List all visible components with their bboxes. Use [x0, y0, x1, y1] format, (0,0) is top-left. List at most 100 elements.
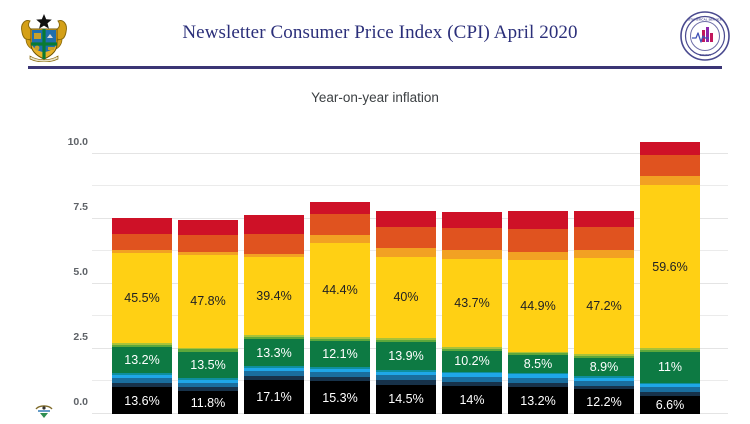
bar-segment-segment-crimson[interactable]: [244, 214, 304, 234]
bar-segment-segment-light-blue[interactable]: [178, 379, 238, 383]
bar-segment-segment-teal[interactable]: [376, 370, 436, 372]
bar-segment-segment-light-blue[interactable]: [640, 384, 700, 388]
bar-segment-food-and-non-alcoholic-beverages[interactable]: 12.2%: [574, 389, 634, 414]
bar-segment-segment-steel-blue[interactable]: [508, 377, 568, 384]
bar-segment-food-and-non-alcoholic-beverages[interactable]: 6.6%: [640, 395, 700, 414]
bar-segment-housing-water-electricity-gas[interactable]: 8.5%: [508, 355, 568, 373]
bar-segment-segment-orange[interactable]: [376, 227, 436, 249]
bar-segment-housing-water-electricity-gas[interactable]: 13.9%: [376, 341, 436, 371]
bar-segment-transport[interactable]: 44.4%: [310, 243, 370, 338]
bar-segment-segment-olive[interactable]: [442, 347, 502, 349]
bar-segment-segment-teal[interactable]: [310, 366, 370, 369]
bar-segment-segment-olive[interactable]: [640, 348, 700, 351]
bar-segment-transport[interactable]: 43.7%: [442, 258, 502, 348]
bar-segment-segment-navy[interactable]: [310, 377, 370, 382]
bar-segment-segment-orange[interactable]: [640, 155, 700, 177]
bar-segment-segment-navy[interactable]: [640, 392, 700, 396]
stacked-bar[interactable]: 15.3% 12.1% 44.4%: [310, 201, 370, 414]
bar-segment-segment-amber[interactable]: [508, 251, 568, 261]
bar-segment-housing-water-electricity-gas[interactable]: 13.2%: [112, 346, 172, 373]
bar-segment-segment-navy[interactable]: [178, 387, 238, 392]
bar-segment-segment-light-green[interactable]: [310, 339, 370, 342]
bar-segment-segment-steel-blue[interactable]: [376, 375, 436, 381]
bar-segment-segment-navy[interactable]: [442, 381, 502, 386]
bar-segment-transport[interactable]: 45.5%: [112, 253, 172, 343]
bar-segment-segment-light-blue[interactable]: [574, 377, 634, 381]
bar-segment-food-and-non-alcoholic-beverages[interactable]: 11.8%: [178, 391, 238, 414]
bar-segment-segment-navy[interactable]: [244, 376, 304, 380]
bar-segment-housing-water-electricity-gas[interactable]: 11%: [640, 352, 700, 383]
bar-segment-segment-light-green[interactable]: [508, 353, 568, 356]
bar-segment-segment-steel-blue[interactable]: [310, 372, 370, 378]
bar-segment-food-and-non-alcoholic-beverages[interactable]: 17.1%: [244, 379, 304, 414]
bar-segment-segment-light-blue[interactable]: [376, 371, 436, 376]
bar-segment-segment-navy[interactable]: [574, 385, 634, 390]
stacked-bar[interactable]: 17.1% 13.3% 39.4%: [244, 214, 304, 414]
stacked-bar[interactable]: 11.8% 13.5% 47.8%: [178, 220, 238, 414]
bar-segment-housing-water-electricity-gas[interactable]: 8.9%: [574, 358, 634, 377]
bar-segment-segment-amber[interactable]: [178, 251, 238, 255]
bar-segment-segment-light-green[interactable]: [376, 339, 436, 342]
bar-segment-segment-crimson[interactable]: [574, 211, 634, 228]
bar-segment-segment-orange[interactable]: [442, 228, 502, 251]
bar-segment-segment-steel-blue[interactable]: [442, 376, 502, 382]
bar-segment-transport[interactable]: 47.8%: [178, 254, 238, 348]
bar-segment-segment-amber[interactable]: [244, 253, 304, 258]
stacked-bar[interactable]: 13.2% 8.5% 44.9%: [508, 211, 568, 414]
stacked-bar[interactable]: 13.6% 13.2% 45.5%: [112, 217, 172, 414]
bar-segment-segment-navy[interactable]: [112, 383, 172, 388]
bar-segment-segment-light-blue[interactable]: [442, 373, 502, 377]
bar-segment-segment-light-green[interactable]: [178, 349, 238, 352]
bar-segment-segment-navy[interactable]: [376, 380, 436, 385]
bar-segment-transport[interactable]: 59.6%: [640, 184, 700, 349]
bar-segment-segment-light-blue[interactable]: [508, 374, 568, 378]
stacked-bar[interactable]: 14.5% 13.9% 40%: [376, 211, 436, 414]
bar-segment-housing-water-electricity-gas[interactable]: 13.3%: [244, 339, 304, 366]
bar-segment-housing-water-electricity-gas[interactable]: 13.5%: [178, 351, 238, 378]
bar-segment-segment-light-green[interactable]: [574, 356, 634, 359]
bar-segment-segment-teal[interactable]: [442, 371, 502, 374]
bar-segment-segment-olive[interactable]: [178, 347, 238, 350]
bar-segment-segment-olive[interactable]: [310, 337, 370, 340]
bar-segment-transport[interactable]: 40%: [376, 256, 436, 339]
bar-segment-segment-light-green[interactable]: [244, 337, 304, 340]
bar-segment-segment-steel-blue[interactable]: [574, 380, 634, 386]
bar-segment-segment-navy[interactable]: [508, 383, 568, 388]
bar-segment-housing-water-electricity-gas[interactable]: 10.2%: [442, 351, 502, 372]
bar-segment-food-and-non-alcoholic-beverages[interactable]: 13.2%: [508, 387, 568, 414]
bar-segment-segment-crimson[interactable]: [508, 211, 568, 230]
bar-segment-segment-orange[interactable]: [178, 234, 238, 252]
bar-segment-segment-steel-blue[interactable]: [640, 387, 700, 393]
bar-segment-segment-crimson[interactable]: [442, 212, 502, 229]
bar-segment-segment-light-blue[interactable]: [112, 374, 172, 379]
bar-segment-segment-orange[interactable]: [244, 233, 304, 254]
bar-segment-segment-teal[interactable]: [640, 382, 700, 385]
bar-segment-segment-light-green[interactable]: [640, 350, 700, 353]
stacked-bar[interactable]: 14% 10.2% 43.7%: [442, 212, 502, 414]
bar-segment-food-and-non-alcoholic-beverages[interactable]: 13.6%: [112, 387, 172, 414]
bar-segment-segment-crimson[interactable]: [640, 142, 700, 156]
bar-segment-segment-olive[interactable]: [508, 351, 568, 354]
bar-segment-segment-orange[interactable]: [574, 227, 634, 250]
bar-segment-segment-light-green[interactable]: [112, 344, 172, 347]
bar-segment-segment-amber[interactable]: [376, 248, 436, 257]
bar-segment-segment-amber[interactable]: [640, 176, 700, 185]
bar-segment-segment-teal[interactable]: [244, 365, 304, 368]
bar-segment-food-and-non-alcoholic-beverages[interactable]: 15.3%: [310, 381, 370, 414]
bar-segment-transport[interactable]: 44.9%: [508, 260, 568, 352]
bar-segment-housing-water-electricity-gas[interactable]: 12.1%: [310, 341, 370, 367]
bar-segment-segment-steel-blue[interactable]: [244, 371, 304, 376]
bar-segment-segment-teal[interactable]: [574, 376, 634, 378]
bar-segment-segment-amber[interactable]: [112, 250, 172, 254]
bar-segment-segment-teal[interactable]: [178, 377, 238, 380]
bar-segment-segment-crimson[interactable]: [310, 201, 370, 215]
bar-segment-segment-orange[interactable]: [112, 234, 172, 251]
bar-segment-segment-light-blue[interactable]: [310, 368, 370, 373]
bar-segment-segment-light-blue[interactable]: [244, 367, 304, 372]
bar-segment-food-and-non-alcoholic-beverages[interactable]: 14%: [442, 385, 502, 414]
bar-segment-segment-crimson[interactable]: [178, 220, 238, 235]
bar-segment-segment-olive[interactable]: [112, 342, 172, 345]
bar-segment-segment-crimson[interactable]: [376, 211, 436, 228]
bar-segment-segment-light-green[interactable]: [442, 348, 502, 352]
bar-segment-segment-teal[interactable]: [508, 372, 568, 375]
